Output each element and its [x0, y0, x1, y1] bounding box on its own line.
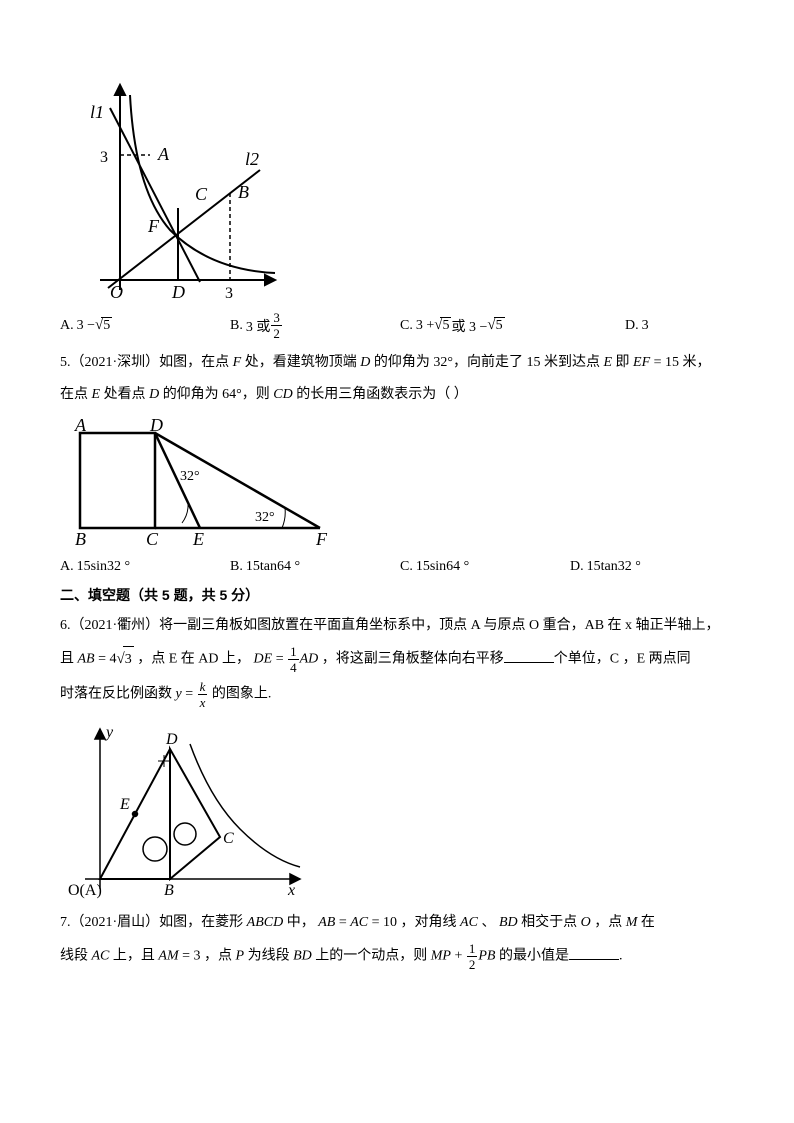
q6-B: B	[164, 882, 174, 899]
q4-ptO: O	[110, 282, 123, 300]
q5-A: A	[74, 418, 87, 435]
q4-three-y: 3	[100, 149, 108, 166]
q5-E: E	[192, 529, 204, 548]
l1-label: l1	[90, 102, 104, 122]
q5-stem-line1: 5.（2021·深圳）如图，在点 F 处，看建筑物顶端 D 的仰角为 32°，向…	[60, 350, 744, 376]
q4-ptB: B	[238, 182, 249, 202]
q5-B: B	[75, 529, 86, 548]
q4-options: A. 3 − 5 B. 3 或 32 C. 3 + 5 或 3 − 5 D. 3	[60, 311, 744, 340]
q5-options: A.15sin32 ° B.15tan64 ° C.15sin64 ° D.15…	[60, 559, 744, 575]
q6-C: C	[223, 830, 234, 847]
q7-blank[interactable]	[569, 945, 619, 960]
q5-optD[interactable]: D.15tan32 °	[570, 559, 641, 575]
q6-x: x	[287, 882, 295, 899]
q4-optD[interactable]: D. 3	[625, 311, 649, 340]
q5-optB[interactable]: B.15tan64 °	[230, 559, 400, 575]
q5-optA[interactable]: A.15sin32 °	[60, 559, 230, 575]
q7-stem-line2: 线段 AC 上，且 AM = 3 ，点 P 为线段 BD 上的一个动点，则 MP…	[60, 942, 744, 971]
q6-blank[interactable]	[504, 648, 554, 663]
q4-optA[interactable]: A. 3 − 5	[60, 311, 230, 340]
section2-title: 二、填空题（共 5 题，共 5 分）	[60, 585, 744, 605]
q4-figure: l1 l2 A B C D F O 3 3	[60, 70, 744, 305]
q5-F: F	[315, 529, 328, 548]
q6-E: E	[119, 796, 130, 813]
q4-ptC: C	[195, 184, 208, 204]
q6-D: D	[165, 731, 178, 748]
l2-label: l2	[245, 149, 259, 169]
q4-ptD: D	[171, 282, 185, 300]
q4-ptF: F	[147, 216, 160, 236]
q4-ptA: A	[157, 144, 170, 164]
q5-ang32a: 32°	[180, 469, 200, 484]
q6-figure: y x O(A) B D E C	[60, 719, 744, 904]
q5-stem-line2: 在点 E 处看点 D 的仰角为 64°，则 CD 的长用三角函数表示为（ ）	[60, 382, 744, 408]
q6-stem-line1: 6.（2021·衢州）将一副三角板如图放置在平面直角坐标系中，顶点 A 与原点 …	[60, 613, 744, 639]
q4-optB[interactable]: B. 3 或 32	[230, 311, 400, 340]
q5-C: C	[146, 529, 159, 548]
q6-stem-line2: 且 AB = 43 ，点 E 在 AD 上， DE = 14AD ，将这副三角板…	[60, 645, 744, 674]
q5-figure: A D B C E F 32° 32°	[60, 418, 744, 553]
q6-stem-line3: 时落在反比例函数 y = kx 的图象上.	[60, 680, 744, 709]
q4-three-x: 3	[225, 285, 233, 300]
q7-stem-line1: 7.（2021·眉山）如图，在菱形 ABCD 中， AB = AC = 10 ，…	[60, 910, 744, 936]
q5-ang32b: 32°	[255, 510, 275, 525]
q6-y: y	[104, 724, 114, 741]
q4-optC[interactable]: C. 3 + 5 或 3 − 5	[400, 311, 625, 340]
q6-O: O(A)	[68, 882, 102, 899]
q5-D: D	[149, 418, 163, 435]
q5-optC[interactable]: C.15sin64 °	[400, 559, 570, 575]
